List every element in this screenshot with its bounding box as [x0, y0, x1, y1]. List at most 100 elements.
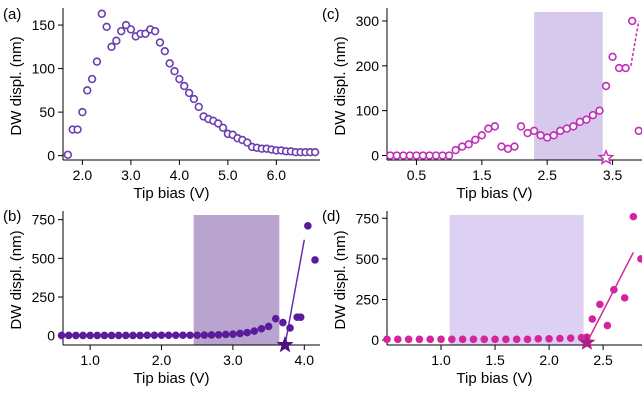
panel-label: (b)	[3, 208, 21, 225]
data-point	[601, 81, 611, 91]
data-point	[529, 126, 539, 136]
onset-star-marker	[578, 333, 596, 350]
x-tick-label: 2.0	[539, 352, 559, 368]
data-point	[502, 335, 510, 344]
fit-line	[586, 252, 635, 343]
data-point	[545, 335, 553, 343]
shaded-region	[449, 215, 584, 345]
data-point	[107, 42, 116, 52]
data-point	[596, 300, 604, 309]
data-point	[311, 256, 319, 264]
data-point	[534, 335, 543, 343]
x-tick-label: 2.5	[593, 352, 613, 368]
data-point	[464, 140, 473, 149]
data-point	[100, 331, 109, 340]
data-point	[72, 331, 80, 340]
y-axis-label: DW displ. (nm)	[8, 36, 25, 135]
data-point	[437, 335, 445, 344]
data-point	[394, 335, 402, 344]
x-tick-label: 2.5	[537, 167, 557, 183]
data-point	[143, 331, 152, 340]
data-point	[627, 16, 637, 26]
data-point	[458, 335, 467, 344]
data-point	[271, 314, 280, 323]
data-point	[107, 331, 116, 340]
data-point	[157, 331, 166, 340]
data-point	[92, 57, 102, 66]
data-point	[193, 331, 202, 340]
x-tick-label: 1.5	[472, 167, 492, 183]
data-point	[634, 126, 642, 136]
x-tick-label: 2.0	[152, 352, 172, 368]
y-tick-label: 500	[356, 251, 380, 267]
data-point	[549, 131, 558, 140]
data-point	[516, 122, 526, 131]
data-point	[582, 115, 591, 124]
data-point	[78, 107, 87, 117]
y-axis-label: DW displ. (nm)	[332, 36, 349, 135]
y-tick-label: 0	[371, 148, 379, 164]
data-point	[129, 331, 137, 340]
data-point	[637, 255, 642, 263]
data-point	[87, 74, 97, 84]
data-point	[214, 330, 223, 339]
data-point	[480, 335, 489, 344]
data-point	[170, 66, 179, 76]
x-tick-label: 4.0	[295, 352, 315, 368]
data-point	[404, 335, 413, 344]
data-point	[471, 135, 480, 145]
onset-star-marker	[597, 148, 615, 165]
x-tick-label: 5.0	[218, 167, 238, 183]
data-point	[610, 285, 618, 294]
y-tick-label: 0	[47, 148, 55, 164]
y-tick-label: 0	[47, 328, 55, 344]
panel-label: (a)	[3, 6, 21, 23]
y-axis-label: DW displ. (nm)	[8, 230, 25, 329]
chart-panel-4: 0 250 500 750 1.0 1.5 2.0 2.5 Tip bias (V) DW dis…	[322, 208, 642, 387]
data-point	[207, 331, 216, 339]
data-point	[93, 331, 102, 340]
chart-panel-2: 0 250 500 750 1.0 2.0 3.0 4.0 Tip bias (V) DW dis…	[3, 208, 320, 387]
y-tick-label: 50	[39, 104, 55, 120]
data-point	[566, 334, 575, 342]
data-point	[451, 145, 460, 155]
data-point	[304, 222, 312, 230]
data-point	[64, 331, 73, 340]
data-point	[126, 25, 136, 34]
data-point	[57, 331, 66, 340]
x-tick-label: 6.0	[267, 167, 287, 183]
x-tick-label: 1.5	[485, 352, 505, 368]
data-point	[200, 331, 209, 339]
data-point	[186, 331, 194, 340]
y-tick-label: 150	[32, 17, 56, 33]
data-point	[155, 38, 165, 47]
data-point	[194, 102, 203, 112]
data-point	[171, 331, 180, 340]
data-point	[444, 151, 454, 160]
data-point	[150, 331, 159, 340]
data-point	[510, 142, 519, 151]
x-tick-label: 4.0	[170, 167, 190, 183]
data-point	[620, 294, 629, 302]
data-point	[603, 321, 612, 330]
data-point	[264, 322, 273, 331]
data-point	[286, 324, 294, 332]
data-point	[63, 150, 73, 159]
data-point	[180, 81, 189, 91]
data-point	[112, 36, 121, 45]
data-point	[257, 324, 266, 333]
data-point	[83, 86, 92, 95]
x-tick-label: 0.5	[407, 167, 427, 183]
y-tick-label: 200	[356, 58, 380, 74]
y-tick-label: 100	[32, 61, 56, 77]
data-point	[97, 9, 106, 18]
y-tick-label: 500	[32, 250, 56, 266]
x-tick-label: 1.0	[431, 352, 451, 368]
data-point	[588, 315, 597, 323]
data-point	[150, 26, 160, 36]
data-point	[490, 122, 500, 131]
data-point	[426, 335, 435, 344]
x-axis-label: Tip bias (V)	[456, 185, 532, 202]
data-point	[218, 123, 228, 132]
data-point	[608, 52, 617, 62]
